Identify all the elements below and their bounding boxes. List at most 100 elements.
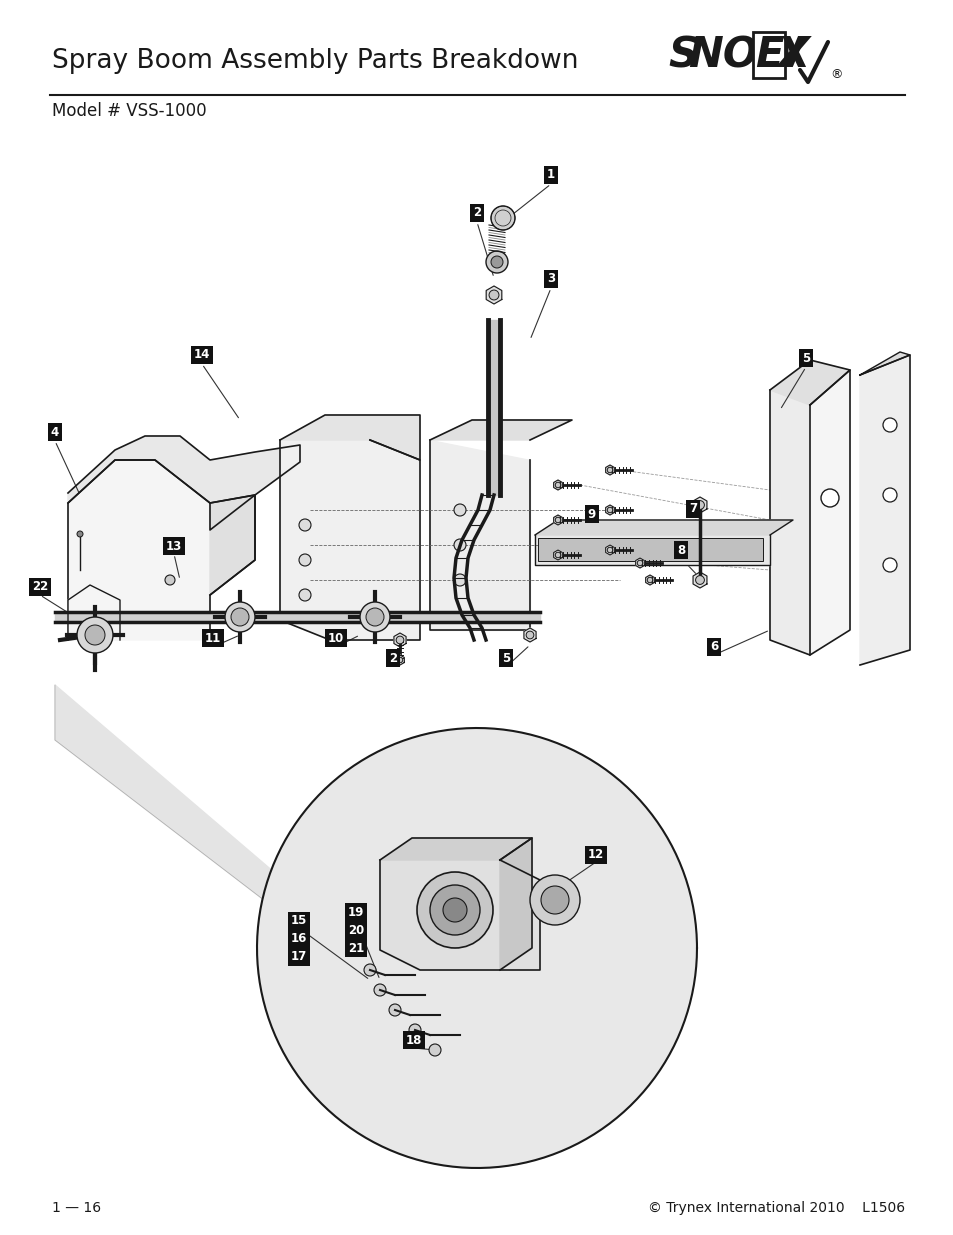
Polygon shape (635, 558, 643, 568)
Polygon shape (379, 839, 532, 860)
Text: NOW: NOW (687, 35, 803, 77)
Text: 13: 13 (166, 540, 182, 552)
Text: 8: 8 (677, 543, 684, 557)
Text: 1: 1 (546, 168, 555, 182)
Circle shape (77, 531, 83, 537)
Circle shape (364, 965, 375, 976)
Circle shape (607, 508, 612, 513)
Polygon shape (535, 535, 769, 564)
Text: X: X (776, 35, 808, 77)
Text: ®: ® (829, 68, 841, 82)
Circle shape (637, 561, 642, 566)
Polygon shape (809, 370, 849, 655)
Text: 10: 10 (328, 631, 344, 645)
Polygon shape (394, 634, 406, 647)
Circle shape (396, 657, 402, 663)
Polygon shape (605, 545, 614, 555)
Polygon shape (645, 576, 654, 585)
Circle shape (454, 504, 465, 516)
Circle shape (389, 1004, 400, 1016)
Circle shape (416, 872, 493, 948)
Polygon shape (210, 495, 254, 595)
Text: 15: 15 (291, 914, 307, 927)
Polygon shape (605, 505, 614, 515)
Text: Model # VSS-1000: Model # VSS-1000 (52, 103, 207, 120)
Polygon shape (859, 354, 909, 664)
Circle shape (430, 885, 479, 935)
Text: 18: 18 (405, 1034, 422, 1046)
Polygon shape (553, 480, 561, 490)
Circle shape (374, 984, 386, 995)
Circle shape (882, 558, 896, 572)
Circle shape (231, 608, 249, 626)
Circle shape (646, 577, 652, 583)
Polygon shape (769, 359, 849, 405)
Circle shape (395, 636, 403, 643)
Text: 21: 21 (348, 941, 364, 955)
Text: 5: 5 (501, 652, 510, 664)
Text: 6: 6 (709, 641, 718, 653)
Polygon shape (55, 685, 330, 920)
Polygon shape (605, 466, 614, 475)
Circle shape (366, 608, 384, 626)
Circle shape (454, 538, 465, 551)
Circle shape (526, 631, 534, 638)
Polygon shape (280, 415, 419, 459)
Circle shape (882, 488, 896, 501)
Text: 17: 17 (291, 951, 307, 963)
Circle shape (165, 540, 174, 550)
Circle shape (454, 574, 465, 585)
Circle shape (607, 467, 612, 473)
Circle shape (165, 576, 174, 585)
Circle shape (491, 206, 515, 230)
Circle shape (882, 417, 896, 432)
Text: 12: 12 (587, 848, 603, 862)
Text: 1 — 16: 1 — 16 (52, 1200, 101, 1215)
Text: 2: 2 (473, 206, 480, 220)
Polygon shape (523, 629, 536, 642)
Circle shape (485, 251, 507, 273)
Polygon shape (535, 520, 792, 535)
Circle shape (607, 547, 612, 553)
Circle shape (442, 898, 467, 923)
Circle shape (77, 618, 112, 653)
Polygon shape (499, 839, 532, 969)
Circle shape (298, 555, 311, 566)
Polygon shape (692, 496, 706, 513)
Polygon shape (68, 585, 120, 640)
Circle shape (85, 625, 105, 645)
Polygon shape (280, 440, 419, 640)
Polygon shape (553, 550, 561, 559)
Polygon shape (379, 860, 539, 969)
Text: 20: 20 (348, 924, 364, 936)
Text: 4: 4 (51, 426, 59, 438)
Polygon shape (859, 352, 909, 375)
Text: S: S (667, 35, 698, 77)
Circle shape (695, 576, 703, 584)
Circle shape (429, 1044, 440, 1056)
Polygon shape (430, 420, 572, 440)
Polygon shape (553, 515, 561, 525)
Circle shape (225, 601, 254, 632)
Circle shape (409, 1024, 420, 1036)
Circle shape (695, 500, 703, 509)
Circle shape (298, 589, 311, 601)
Circle shape (555, 482, 560, 488)
Text: 14: 14 (193, 348, 210, 362)
Text: 11: 11 (205, 631, 221, 645)
Text: © Trynex International 2010    L1506: © Trynex International 2010 L1506 (647, 1200, 904, 1215)
Polygon shape (68, 459, 254, 640)
Polygon shape (395, 655, 404, 664)
Circle shape (359, 601, 390, 632)
Text: 22: 22 (31, 580, 48, 594)
Text: 3: 3 (546, 273, 555, 285)
Circle shape (530, 876, 579, 925)
Text: 9: 9 (587, 508, 596, 520)
Text: 2: 2 (389, 652, 396, 664)
Text: 16: 16 (291, 932, 307, 946)
Text: 5: 5 (801, 352, 809, 364)
Polygon shape (68, 436, 299, 503)
Polygon shape (430, 440, 530, 630)
Circle shape (491, 256, 502, 268)
Text: 19: 19 (348, 905, 364, 919)
